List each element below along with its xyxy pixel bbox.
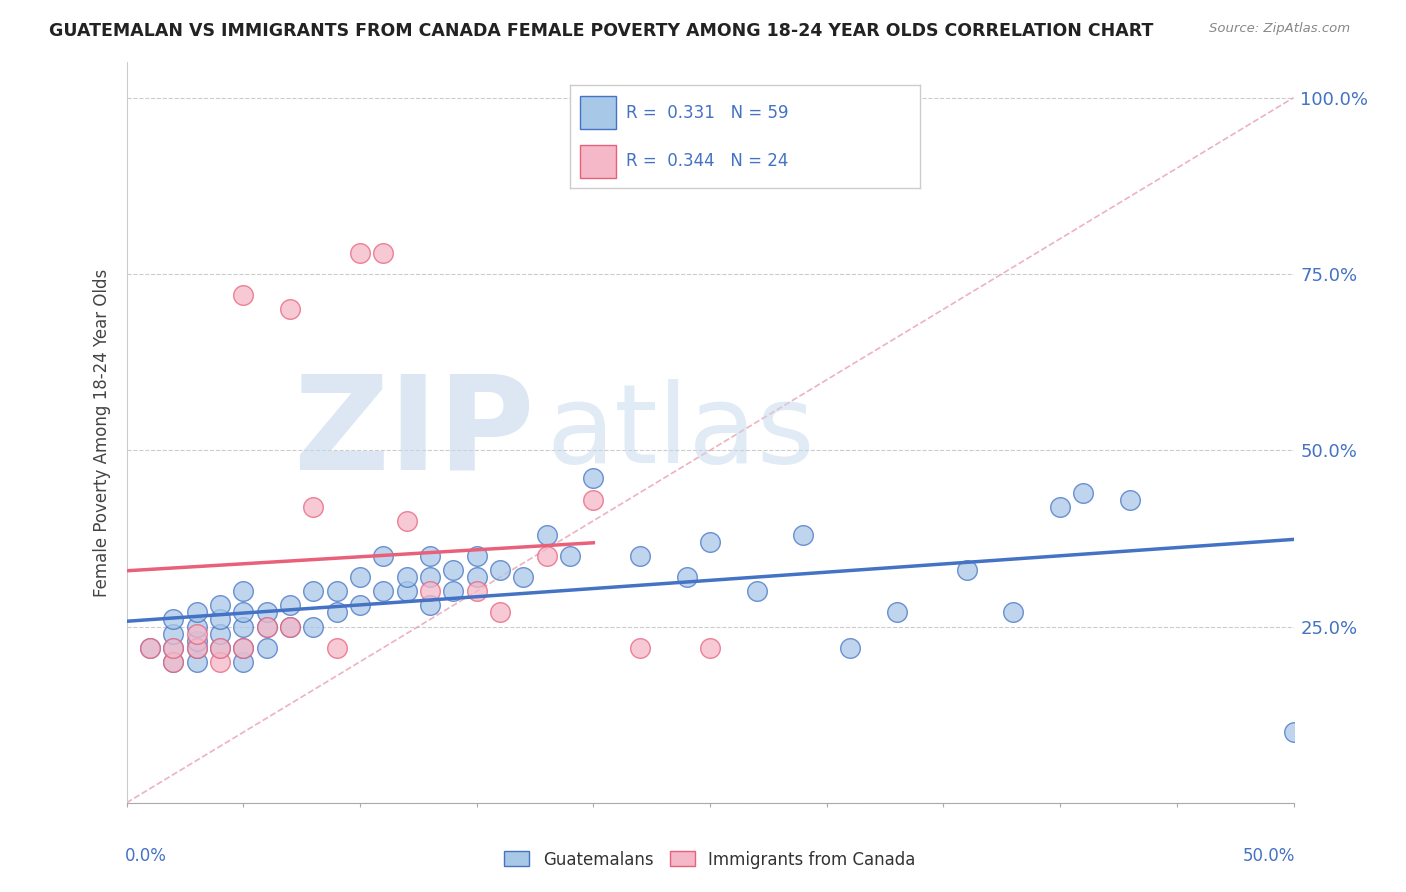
- Point: [162, 640, 184, 655]
- Point: [373, 549, 395, 563]
- Text: 0.0%: 0.0%: [125, 847, 167, 865]
- Text: Source: ZipAtlas.com: Source: ZipAtlas.com: [1209, 22, 1350, 36]
- Point: [325, 584, 347, 599]
- Point: [325, 640, 347, 655]
- Point: [232, 619, 254, 633]
- Point: [278, 619, 301, 633]
- Point: [186, 640, 208, 655]
- Point: [278, 599, 301, 613]
- Point: [441, 563, 464, 577]
- Point: [465, 570, 488, 584]
- Point: [536, 549, 558, 563]
- Point: [1049, 500, 1071, 514]
- Point: [232, 606, 254, 620]
- Legend: Guatemalans, Immigrants from Canada: Guatemalans, Immigrants from Canada: [505, 850, 915, 869]
- Point: [232, 640, 254, 655]
- Point: [699, 640, 721, 655]
- Point: [278, 302, 301, 317]
- Point: [1073, 485, 1095, 500]
- Point: [256, 619, 278, 633]
- Text: ZIP: ZIP: [294, 369, 534, 496]
- Point: [208, 612, 231, 626]
- Point: [232, 655, 254, 669]
- Point: [162, 655, 184, 669]
- Text: 50.0%: 50.0%: [1243, 847, 1295, 865]
- Point: [745, 584, 768, 599]
- Point: [208, 640, 231, 655]
- Point: [512, 570, 534, 584]
- Text: GUATEMALAN VS IMMIGRANTS FROM CANADA FEMALE POVERTY AMONG 18-24 YEAR OLDS CORREL: GUATEMALAN VS IMMIGRANTS FROM CANADA FEM…: [49, 22, 1153, 40]
- Point: [349, 570, 371, 584]
- Point: [558, 549, 581, 563]
- Point: [1002, 606, 1025, 620]
- Point: [186, 633, 208, 648]
- Point: [208, 655, 231, 669]
- Point: [232, 288, 254, 302]
- Point: [419, 599, 441, 613]
- Point: [278, 619, 301, 633]
- Point: [232, 640, 254, 655]
- Point: [582, 471, 605, 485]
- Point: [489, 606, 512, 620]
- Point: [139, 640, 162, 655]
- Point: [395, 570, 418, 584]
- Point: [536, 528, 558, 542]
- Text: atlas: atlas: [547, 379, 815, 486]
- Point: [139, 640, 162, 655]
- Point: [186, 619, 208, 633]
- Point: [256, 619, 278, 633]
- Point: [186, 606, 208, 620]
- Point: [628, 640, 651, 655]
- Point: [628, 549, 651, 563]
- Point: [1119, 492, 1142, 507]
- Point: [419, 570, 441, 584]
- Point: [302, 584, 325, 599]
- Point: [1282, 725, 1305, 739]
- Point: [675, 570, 697, 584]
- Point: [232, 584, 254, 599]
- Y-axis label: Female Poverty Among 18-24 Year Olds: Female Poverty Among 18-24 Year Olds: [93, 268, 111, 597]
- Point: [208, 599, 231, 613]
- Point: [395, 584, 418, 599]
- Point: [302, 500, 325, 514]
- Point: [441, 584, 464, 599]
- Point: [699, 535, 721, 549]
- Point: [256, 606, 278, 620]
- Point: [839, 640, 862, 655]
- Point: [373, 584, 395, 599]
- Point: [956, 563, 979, 577]
- Point: [302, 619, 325, 633]
- Point: [325, 606, 347, 620]
- Point: [208, 640, 231, 655]
- Point: [465, 549, 488, 563]
- Point: [886, 606, 908, 620]
- Point: [186, 640, 208, 655]
- Point: [582, 492, 605, 507]
- Point: [395, 514, 418, 528]
- Point: [186, 655, 208, 669]
- Point: [186, 626, 208, 640]
- Point: [489, 563, 512, 577]
- Point: [419, 549, 441, 563]
- Point: [349, 245, 371, 260]
- Point: [162, 612, 184, 626]
- Point: [465, 584, 488, 599]
- Point: [208, 626, 231, 640]
- Point: [162, 640, 184, 655]
- Point: [162, 626, 184, 640]
- Point: [256, 640, 278, 655]
- Point: [373, 245, 395, 260]
- Point: [419, 584, 441, 599]
- Point: [162, 655, 184, 669]
- Point: [349, 599, 371, 613]
- Point: [792, 528, 814, 542]
